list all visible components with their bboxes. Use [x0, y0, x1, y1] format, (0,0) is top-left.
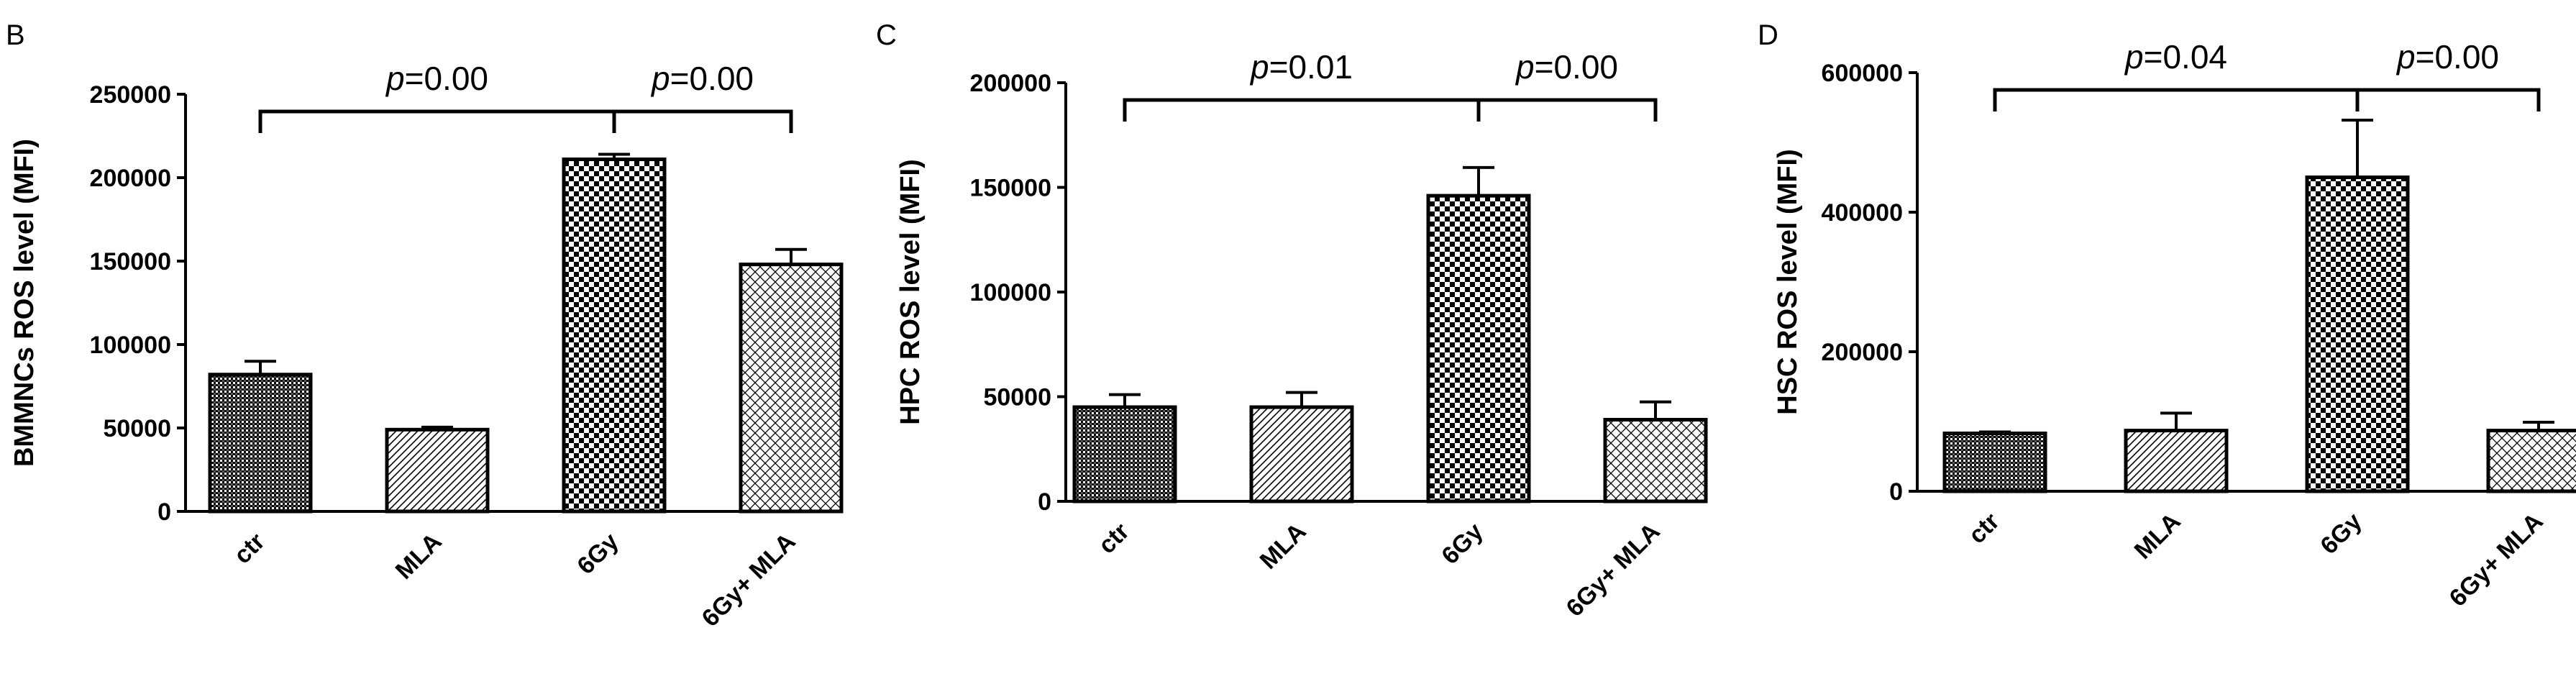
- panel-letter: B: [6, 19, 25, 51]
- p-value-label: p=0.04: [2124, 38, 2227, 76]
- y-tick-label: 50000: [103, 415, 171, 442]
- bar-ctr: [208, 373, 313, 514]
- y-tick-label: 600000: [1822, 60, 1903, 87]
- significance-bracket: [1123, 98, 1658, 122]
- panel-letter: D: [1758, 19, 1778, 51]
- significance-bracket: [258, 109, 793, 133]
- p-value-label: p=0.00: [2395, 38, 2499, 76]
- x-tick-label: ctr: [1093, 518, 1135, 560]
- chart-panel-c: C 0 50000 100000 150000 200000 HPC ROS level (…: [876, 19, 1708, 622]
- y-tick-label: 0: [157, 498, 171, 526]
- y-tick-label: 150000: [90, 248, 171, 275]
- bar-6gy: [2305, 176, 2410, 493]
- y-tick-label: 400000: [1822, 199, 1903, 227]
- chart-panel-b: B 0 50000 100000 150000 200000 250000 BMMNCs RO…: [6, 19, 844, 632]
- y-tick-label: 200000: [90, 165, 171, 192]
- bar-6gy: [562, 157, 667, 514]
- significance-bracket: [1993, 88, 2541, 111]
- y-tick-label: 250000: [90, 81, 171, 109]
- y-axis-label: HSC ROS level (MFI): [1773, 149, 1803, 415]
- p-value-label: p=0.00: [1515, 48, 1618, 86]
- p-value-label: p=0.00: [650, 60, 754, 97]
- x-tick-label: MLA: [2129, 508, 2186, 565]
- y-axis-label: HPC ROS level (MFI): [895, 159, 926, 425]
- panel-letter: C: [876, 19, 897, 51]
- x-tick-label: MLA: [390, 528, 447, 585]
- x-tick-label: ctr: [229, 528, 270, 570]
- bar-mla: [1249, 405, 1354, 503]
- x-tick-label: 6Gy+ MLA: [2444, 508, 2549, 612]
- bar-6gy: [1426, 193, 1531, 503]
- y-tick-label: 0: [1889, 478, 1903, 506]
- x-tick-label: MLA: [1255, 518, 1312, 575]
- y-tick-label: 100000: [90, 332, 171, 359]
- y-axis-label: BMMNCs ROS level (MFI): [9, 139, 40, 467]
- x-tick-label: 6Gy+ MLA: [697, 528, 801, 632]
- bar-6gy-mla: [2486, 429, 2576, 493]
- x-tick-label: 6Gy: [572, 528, 624, 580]
- x-tick-label: 6Gy: [2315, 508, 2367, 560]
- x-tick-label: 6Gy+ MLA: [1561, 518, 1666, 622]
- p-value-label: p=0.01: [1249, 48, 1353, 86]
- x-tick-label: 6Gy: [1436, 518, 1488, 570]
- chart-panel-d: D 0 200000 400000 600000 HSC ROS level (MFI) c…: [1758, 19, 2576, 612]
- bar-6gy-mla: [1603, 418, 1708, 503]
- y-tick-label: 200000: [1822, 339, 1903, 366]
- y-tick-label: 200000: [970, 70, 1051, 97]
- y-tick-label: 50000: [983, 384, 1051, 411]
- y-tick-label: 0: [1038, 488, 1051, 516]
- x-tick-label: ctr: [1963, 508, 2005, 550]
- bar-ctr: [1942, 431, 2047, 493]
- bar-mla: [2124, 429, 2229, 493]
- y-tick-label: 150000: [970, 175, 1051, 202]
- bar-ctr: [1072, 405, 1177, 503]
- bar-6gy-mla: [739, 263, 844, 514]
- bar-mla: [385, 427, 490, 514]
- p-value-label: p=0.00: [385, 60, 488, 97]
- y-tick-label: 100000: [970, 279, 1051, 306]
